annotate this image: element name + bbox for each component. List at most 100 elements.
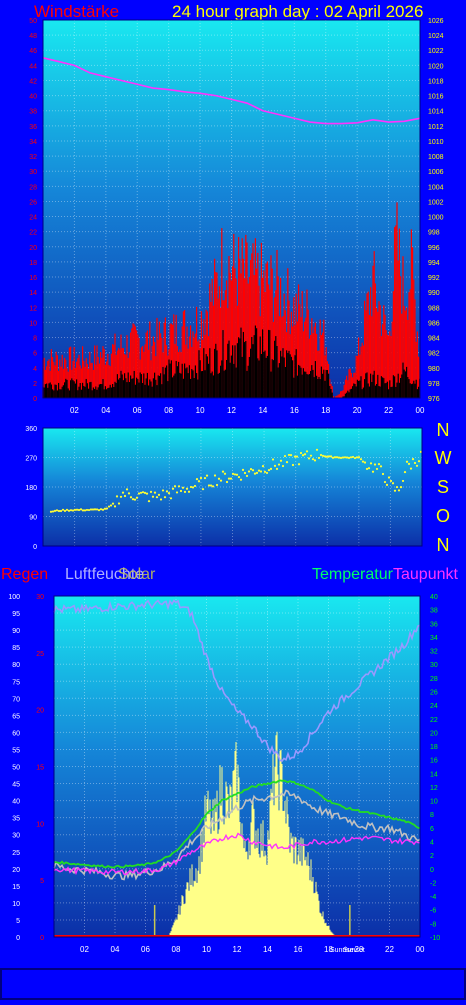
direction-point bbox=[311, 458, 315, 461]
direction-point bbox=[147, 500, 151, 503]
wind-chart-x-tick-label: 22 bbox=[384, 406, 393, 415]
wind-chart-x-tick-label: 08 bbox=[164, 406, 173, 415]
direction-point bbox=[373, 463, 377, 466]
temp-y-tick-label: 30 bbox=[430, 662, 438, 669]
direction-point bbox=[293, 455, 297, 458]
wind-y-tick-label: 22 bbox=[29, 230, 37, 237]
humidity-y-tick-label: 35 bbox=[12, 816, 20, 823]
direction-point bbox=[139, 491, 143, 494]
direction-point bbox=[125, 488, 129, 491]
direction-point bbox=[291, 463, 295, 467]
direction-point bbox=[401, 479, 405, 483]
humidity-y-tick-label: 45 bbox=[12, 782, 20, 789]
rain-y-tick-label: 25 bbox=[36, 651, 44, 658]
pressure-y-tick-label: 1022 bbox=[428, 48, 444, 55]
wind-y-tick-label: 10 bbox=[29, 320, 37, 327]
wind-y-tick-label: 24 bbox=[29, 215, 37, 222]
wind-chart-x-tick-label: 00 bbox=[416, 406, 425, 415]
direction-point bbox=[181, 486, 185, 489]
direction-point bbox=[347, 456, 351, 460]
direction-y-tick-label: 360 bbox=[25, 426, 37, 433]
wind-y-tick-label: 14 bbox=[29, 290, 37, 297]
direction-point bbox=[157, 493, 161, 496]
direction-point bbox=[285, 461, 289, 464]
direction-point bbox=[393, 489, 397, 492]
wind-y-tick-label: 46 bbox=[29, 48, 37, 55]
climate-chart-x-tick-label: 00 bbox=[416, 945, 425, 954]
direction-point bbox=[107, 505, 111, 508]
direction-point bbox=[153, 491, 157, 494]
direction-point bbox=[367, 467, 371, 470]
direction-point bbox=[99, 508, 103, 511]
wind-chart-x-tick-label: 12 bbox=[227, 406, 236, 415]
direction-y-tick-label: 0 bbox=[33, 544, 37, 551]
wind-chart-x-tick-label: 16 bbox=[290, 406, 299, 415]
humidity-y-tick-label: 75 bbox=[12, 679, 20, 686]
wind-y-tick-label: 44 bbox=[29, 63, 37, 70]
direction-point bbox=[353, 456, 357, 460]
rain-y-tick-label: 15 bbox=[36, 765, 44, 772]
humidity-y-tick-label: 15 bbox=[12, 884, 20, 891]
pressure-y-tick-label: 1000 bbox=[428, 215, 444, 222]
direction-point bbox=[97, 509, 101, 512]
direction-point bbox=[145, 492, 149, 495]
direction-point bbox=[191, 486, 195, 489]
direction-point bbox=[355, 456, 359, 459]
wind-y-tick-label: 50 bbox=[29, 18, 37, 25]
wind-chart-x-tick-label: 18 bbox=[321, 406, 330, 415]
direction-point bbox=[115, 495, 119, 498]
direction-point bbox=[53, 509, 57, 512]
temp-y-tick-label: 2 bbox=[430, 853, 434, 860]
direction-label-s: S bbox=[437, 477, 449, 497]
climate-chart-frame bbox=[53, 595, 421, 938]
temp-y-tick-label: 22 bbox=[430, 717, 438, 724]
wind-y-tick-label: 18 bbox=[29, 260, 37, 267]
pressure-y-tick-label: 1002 bbox=[428, 199, 444, 206]
direction-point bbox=[241, 468, 245, 471]
wind-chart-x-tick-label: 02 bbox=[70, 406, 79, 415]
wind-chart-x-tick-label: 04 bbox=[101, 406, 110, 415]
direction-point bbox=[319, 453, 323, 457]
legend-dewpoint: Taupunkt bbox=[393, 566, 458, 583]
direction-point bbox=[341, 456, 345, 459]
pressure-line bbox=[42, 57, 421, 125]
direction-point bbox=[379, 465, 383, 468]
temp-y-tick-label: 28 bbox=[430, 676, 438, 683]
direction-point bbox=[365, 467, 369, 471]
wind-y-tick-label: 40 bbox=[29, 94, 37, 101]
wind-chart-title: Windstärke bbox=[34, 2, 119, 21]
pressure-y-tick-label: 1004 bbox=[428, 184, 444, 191]
wind-y-tick-label: 20 bbox=[29, 245, 37, 252]
direction-point bbox=[325, 455, 329, 458]
direction-point bbox=[131, 498, 135, 501]
humidity-y-tick-label: 5 bbox=[16, 918, 20, 925]
wind-y-tick-label: 34 bbox=[29, 139, 37, 146]
pressure-y-tick-label: 976 bbox=[428, 396, 440, 403]
direction-point bbox=[169, 497, 173, 500]
direction-point bbox=[297, 463, 301, 466]
humidity-y-tick-label: 55 bbox=[12, 747, 20, 754]
pressure-y-tick-label: 996 bbox=[428, 245, 440, 252]
direction-point bbox=[103, 507, 107, 510]
direction-point bbox=[357, 456, 361, 459]
humidity-line bbox=[53, 599, 421, 763]
direction-point bbox=[179, 489, 183, 493]
direction-point bbox=[71, 509, 75, 512]
direction-point bbox=[209, 484, 213, 487]
direction-point bbox=[409, 467, 413, 470]
direction-y-tick-label: 90 bbox=[29, 515, 37, 522]
humidity-y-tick-label: 70 bbox=[12, 696, 20, 703]
direction-point bbox=[245, 474, 249, 478]
climate-chart-x-tick-label: 16 bbox=[294, 945, 303, 954]
temperature-line bbox=[53, 779, 421, 869]
direction-point bbox=[221, 470, 225, 473]
wind-y-tick-label: 32 bbox=[29, 154, 37, 161]
direction-point bbox=[321, 454, 325, 457]
direction-point bbox=[307, 457, 311, 460]
direction-point bbox=[95, 508, 99, 511]
direction-point bbox=[175, 491, 179, 494]
direction-point bbox=[85, 508, 89, 512]
temp-y-tick-label: 40 bbox=[430, 594, 438, 601]
direction-point bbox=[51, 510, 55, 513]
humidity-y-tick-label: 100 bbox=[8, 594, 20, 601]
